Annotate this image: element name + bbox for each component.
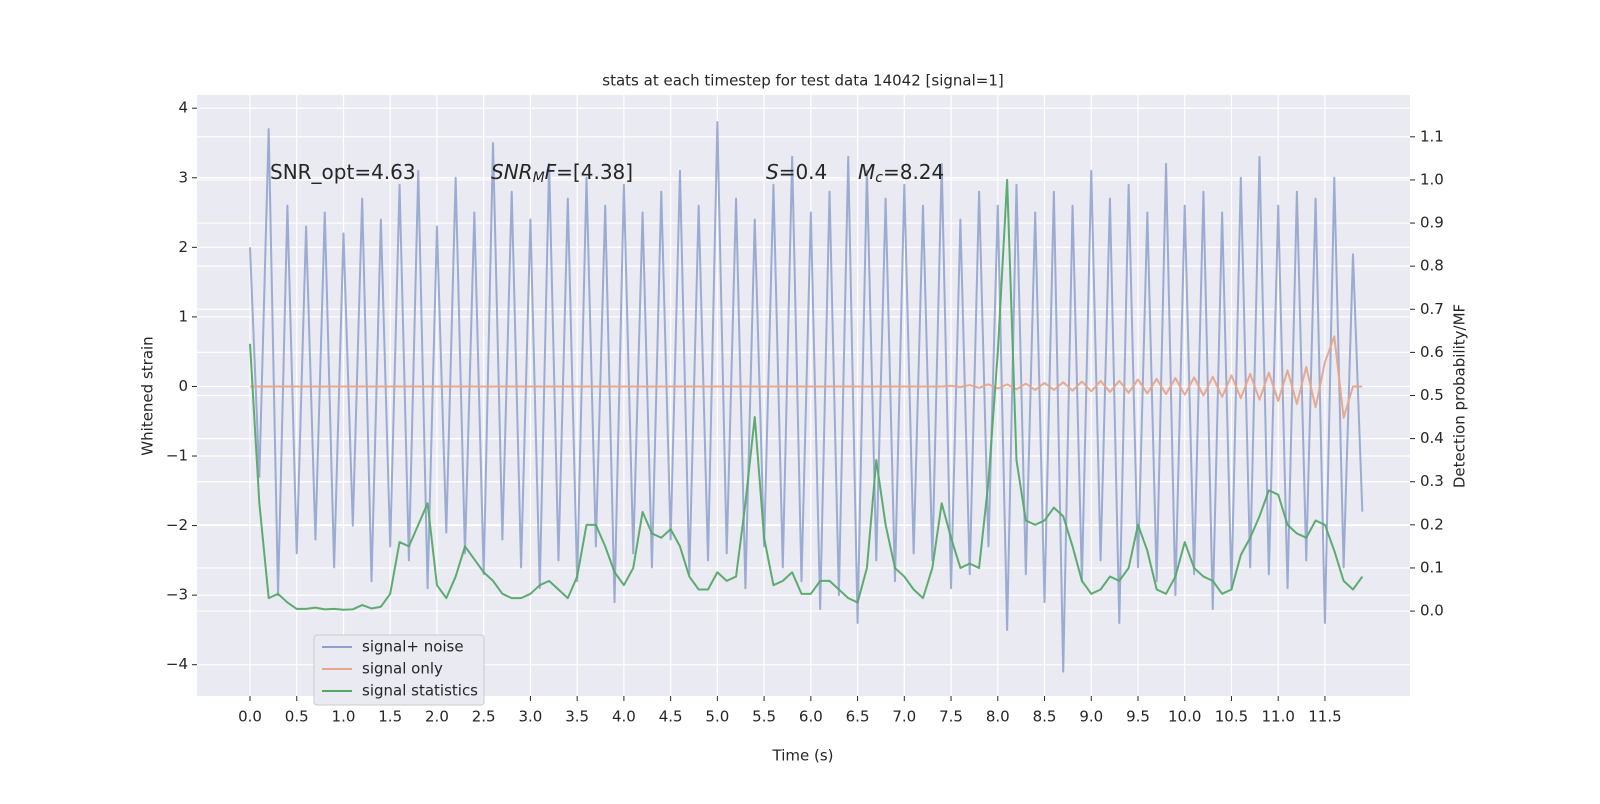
y2-axis-label: Detection probability/MF (1451, 304, 1469, 488)
x-tick-label: 2.5 (472, 708, 496, 726)
x-tick-label: 2.0 (425, 708, 449, 726)
y-tick-label: −4 (166, 655, 188, 673)
x-tick-label: 9.5 (1126, 708, 1150, 726)
annotation-part: =0.4 (779, 160, 828, 184)
y-tick-label: 4 (178, 99, 188, 117)
annotation-part: M (533, 170, 545, 186)
y2-tick-label: 0.6 (1420, 343, 1444, 361)
annotation-part: =[4.38] (556, 160, 633, 184)
x-tick-label: 4.5 (659, 708, 683, 726)
x-tick-label: 5.0 (705, 708, 729, 726)
annotation: SNRMF=[4.38] (491, 160, 633, 187)
y-tick-label: −2 (166, 516, 188, 534)
x-tick-label: 6.5 (846, 708, 870, 726)
annotation-part: F (545, 160, 557, 184)
y2-tick-label: 0.5 (1420, 386, 1444, 404)
y-tick-label: −1 (166, 447, 188, 465)
y2-tick-label: 0.3 (1420, 472, 1444, 490)
x-tick-label: 3.5 (565, 708, 589, 726)
x-tick-label: 8.5 (1033, 708, 1057, 726)
y2-tick-label: 1.1 (1420, 127, 1444, 145)
x-tick-label: 11.5 (1308, 708, 1341, 726)
legend-label: signal statistics (362, 682, 478, 700)
x-tick-label: 0.5 (285, 708, 309, 726)
x-tick-label: 4.0 (612, 708, 636, 726)
x-tick-label: 9.0 (1079, 708, 1103, 726)
y2-tick-label: 0.8 (1420, 257, 1444, 275)
y-tick-label: 3 (178, 168, 188, 186)
annotation: SNR_opt=4.63 (270, 160, 416, 184)
chart-title: stats at each timestep for test data 140… (602, 72, 1003, 90)
x-tick-label: 6.0 (799, 708, 823, 726)
annotation-part: =8.24 (883, 160, 944, 184)
y2-tick-label: 0.1 (1420, 558, 1444, 576)
x-tick-label: 10.5 (1215, 708, 1248, 726)
y-tick-label: −3 (166, 586, 188, 604)
legend-box (313, 634, 485, 706)
x-tick-label: 8.0 (986, 708, 1010, 726)
annotation-part: SNR (491, 160, 533, 184)
x-tick-label: 3.0 (518, 708, 542, 726)
y-tick-label: 0 (178, 377, 188, 395)
x-tick-label: 7.0 (892, 708, 916, 726)
y2-tick-label: 0.2 (1420, 515, 1444, 533)
y2-tick-label: 1.0 (1420, 170, 1444, 188)
annotation-part: SNR_opt=4.63 (270, 160, 416, 184)
x-tick-label: 1.0 (332, 708, 356, 726)
annotation: Mc=8.24 (858, 160, 944, 187)
y2-tick-label: 0.0 (1420, 602, 1444, 620)
legend-label: signal only (362, 660, 443, 678)
series-line (249, 335, 1363, 419)
annotation-part: c (875, 170, 883, 186)
annotation-part: M (858, 160, 875, 184)
series-line (249, 178, 1364, 611)
y-tick-label: 2 (178, 238, 188, 256)
x-tick-label: 0.0 (238, 708, 262, 726)
x-tick-label: 1.5 (378, 708, 402, 726)
x-tick-label: 5.5 (752, 708, 776, 726)
series-line (249, 121, 1364, 673)
x-tick-label: 7.5 (939, 708, 963, 726)
annotation-part: S (766, 160, 779, 184)
y2-tick-label: 0.4 (1420, 429, 1444, 447)
x-tick-label: 10.0 (1168, 708, 1201, 726)
x-axis-label: Time (s) (772, 747, 834, 765)
annotation: S=0.4 (766, 160, 827, 184)
y-axis-label: Whitened strain (139, 336, 157, 455)
y2-tick-label: 0.9 (1420, 214, 1444, 232)
y2-tick-label: 0.7 (1420, 300, 1444, 318)
legend-label: signal+ noise (362, 638, 464, 656)
y-tick-label: 1 (178, 307, 188, 325)
x-tick-label: 11.0 (1261, 708, 1294, 726)
